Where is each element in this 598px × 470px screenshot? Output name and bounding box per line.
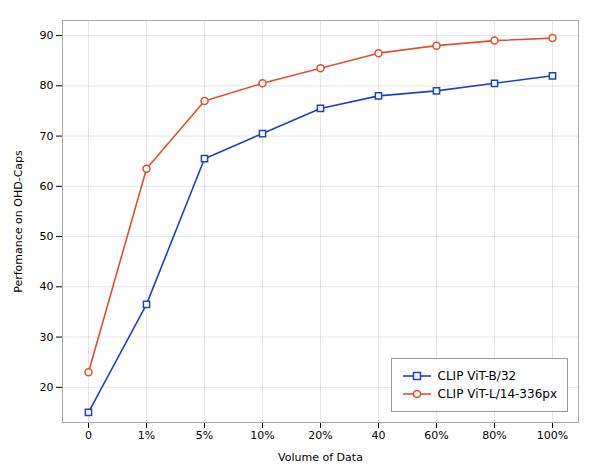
svg-text:1%: 1% [138, 429, 155, 442]
html-text:CLIP ViT-B/32: CLIP ViT-B/32 [437, 369, 517, 383]
svg-text:80%: 80% [482, 429, 506, 442]
svg-text:40: 40 [372, 429, 386, 442]
svg-text:50: 50 [40, 230, 54, 243]
svg-text:20: 20 [40, 381, 54, 394]
svg-text:30: 30 [40, 331, 54, 344]
svg-text:5%: 5% [196, 429, 213, 442]
svg-text:100%: 100% [537, 429, 568, 442]
svg-text:0: 0 [85, 429, 92, 442]
html-text:CLIP ViT-L/14-336px: CLIP ViT-L/14-336px [437, 387, 557, 401]
svg-text:60%: 60% [424, 429, 448, 442]
svg-text:Volume of Data: Volume of Data [278, 451, 363, 464]
svg-text:40: 40 [40, 280, 54, 293]
svg-text:80: 80 [40, 79, 54, 92]
svg-text:90: 90 [40, 29, 54, 42]
svg-text:10%: 10% [250, 429, 274, 442]
svg-text:Perfomance on OHD-Caps: Perfomance on OHD-Caps [12, 150, 25, 293]
svg-text:60: 60 [40, 180, 54, 193]
svg-text:70: 70 [40, 130, 54, 143]
svg-text:20%: 20% [308, 429, 332, 442]
